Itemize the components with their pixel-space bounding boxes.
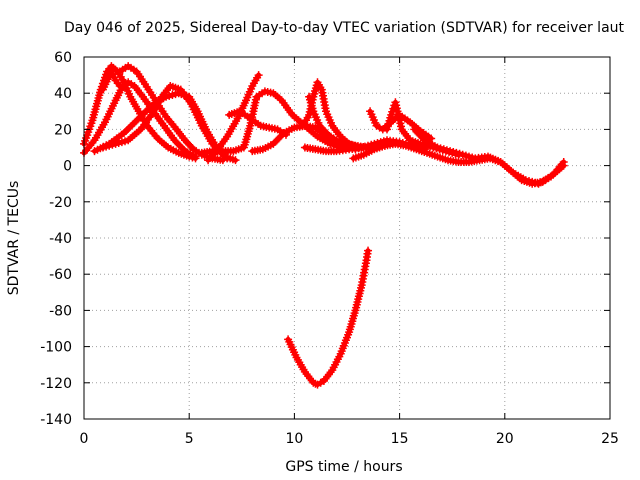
series-arc-17 — [410, 125, 568, 188]
y-tick-label: -20 — [49, 195, 72, 211]
y-tick-label: -140 — [40, 412, 72, 428]
y-tick-label: -40 — [49, 231, 72, 247]
y-tick-label: 0 — [63, 159, 72, 175]
data-point — [559, 161, 568, 170]
y-tick-label: 40 — [54, 86, 72, 102]
y-tick-label: 60 — [54, 50, 72, 66]
series-arc-2 — [80, 78, 200, 161]
y-tick-label: 20 — [54, 122, 72, 138]
x-tick-label: 20 — [496, 431, 514, 447]
x-tick-label: 15 — [391, 431, 409, 447]
x-tick-label: 10 — [285, 431, 303, 447]
y-tick-labels: -140 -120 -100 -80 -60 -40 -20 0 20 40 60 — [40, 50, 72, 428]
data-point — [254, 71, 263, 80]
y-tick-label: -60 — [49, 267, 72, 283]
y-axis-title: SDTVAR / TECUs — [6, 181, 22, 296]
chart-title: Day 046 of 2025, Sidereal Day-to-day VTE… — [64, 20, 625, 36]
x-tick-label: 0 — [80, 431, 89, 447]
data-points — [80, 62, 568, 389]
y-tick-label: -120 — [40, 376, 72, 392]
data-point — [231, 156, 240, 165]
series-arc-18 — [284, 246, 373, 389]
data-point — [115, 81, 124, 90]
data-point — [364, 246, 373, 255]
x-tick-label: 5 — [185, 431, 194, 447]
axis-ticks — [83, 56, 611, 420]
y-tick-label: -100 — [40, 340, 72, 356]
x-tick-labels: 0 5 10 15 20 25 — [80, 431, 619, 447]
x-tick-label: 25 — [601, 431, 619, 447]
series-arc-3 — [98, 67, 124, 94]
x-axis-title: GPS time / hours — [285, 459, 402, 475]
data-point — [223, 154, 232, 163]
y-tick-label: -80 — [49, 303, 72, 319]
